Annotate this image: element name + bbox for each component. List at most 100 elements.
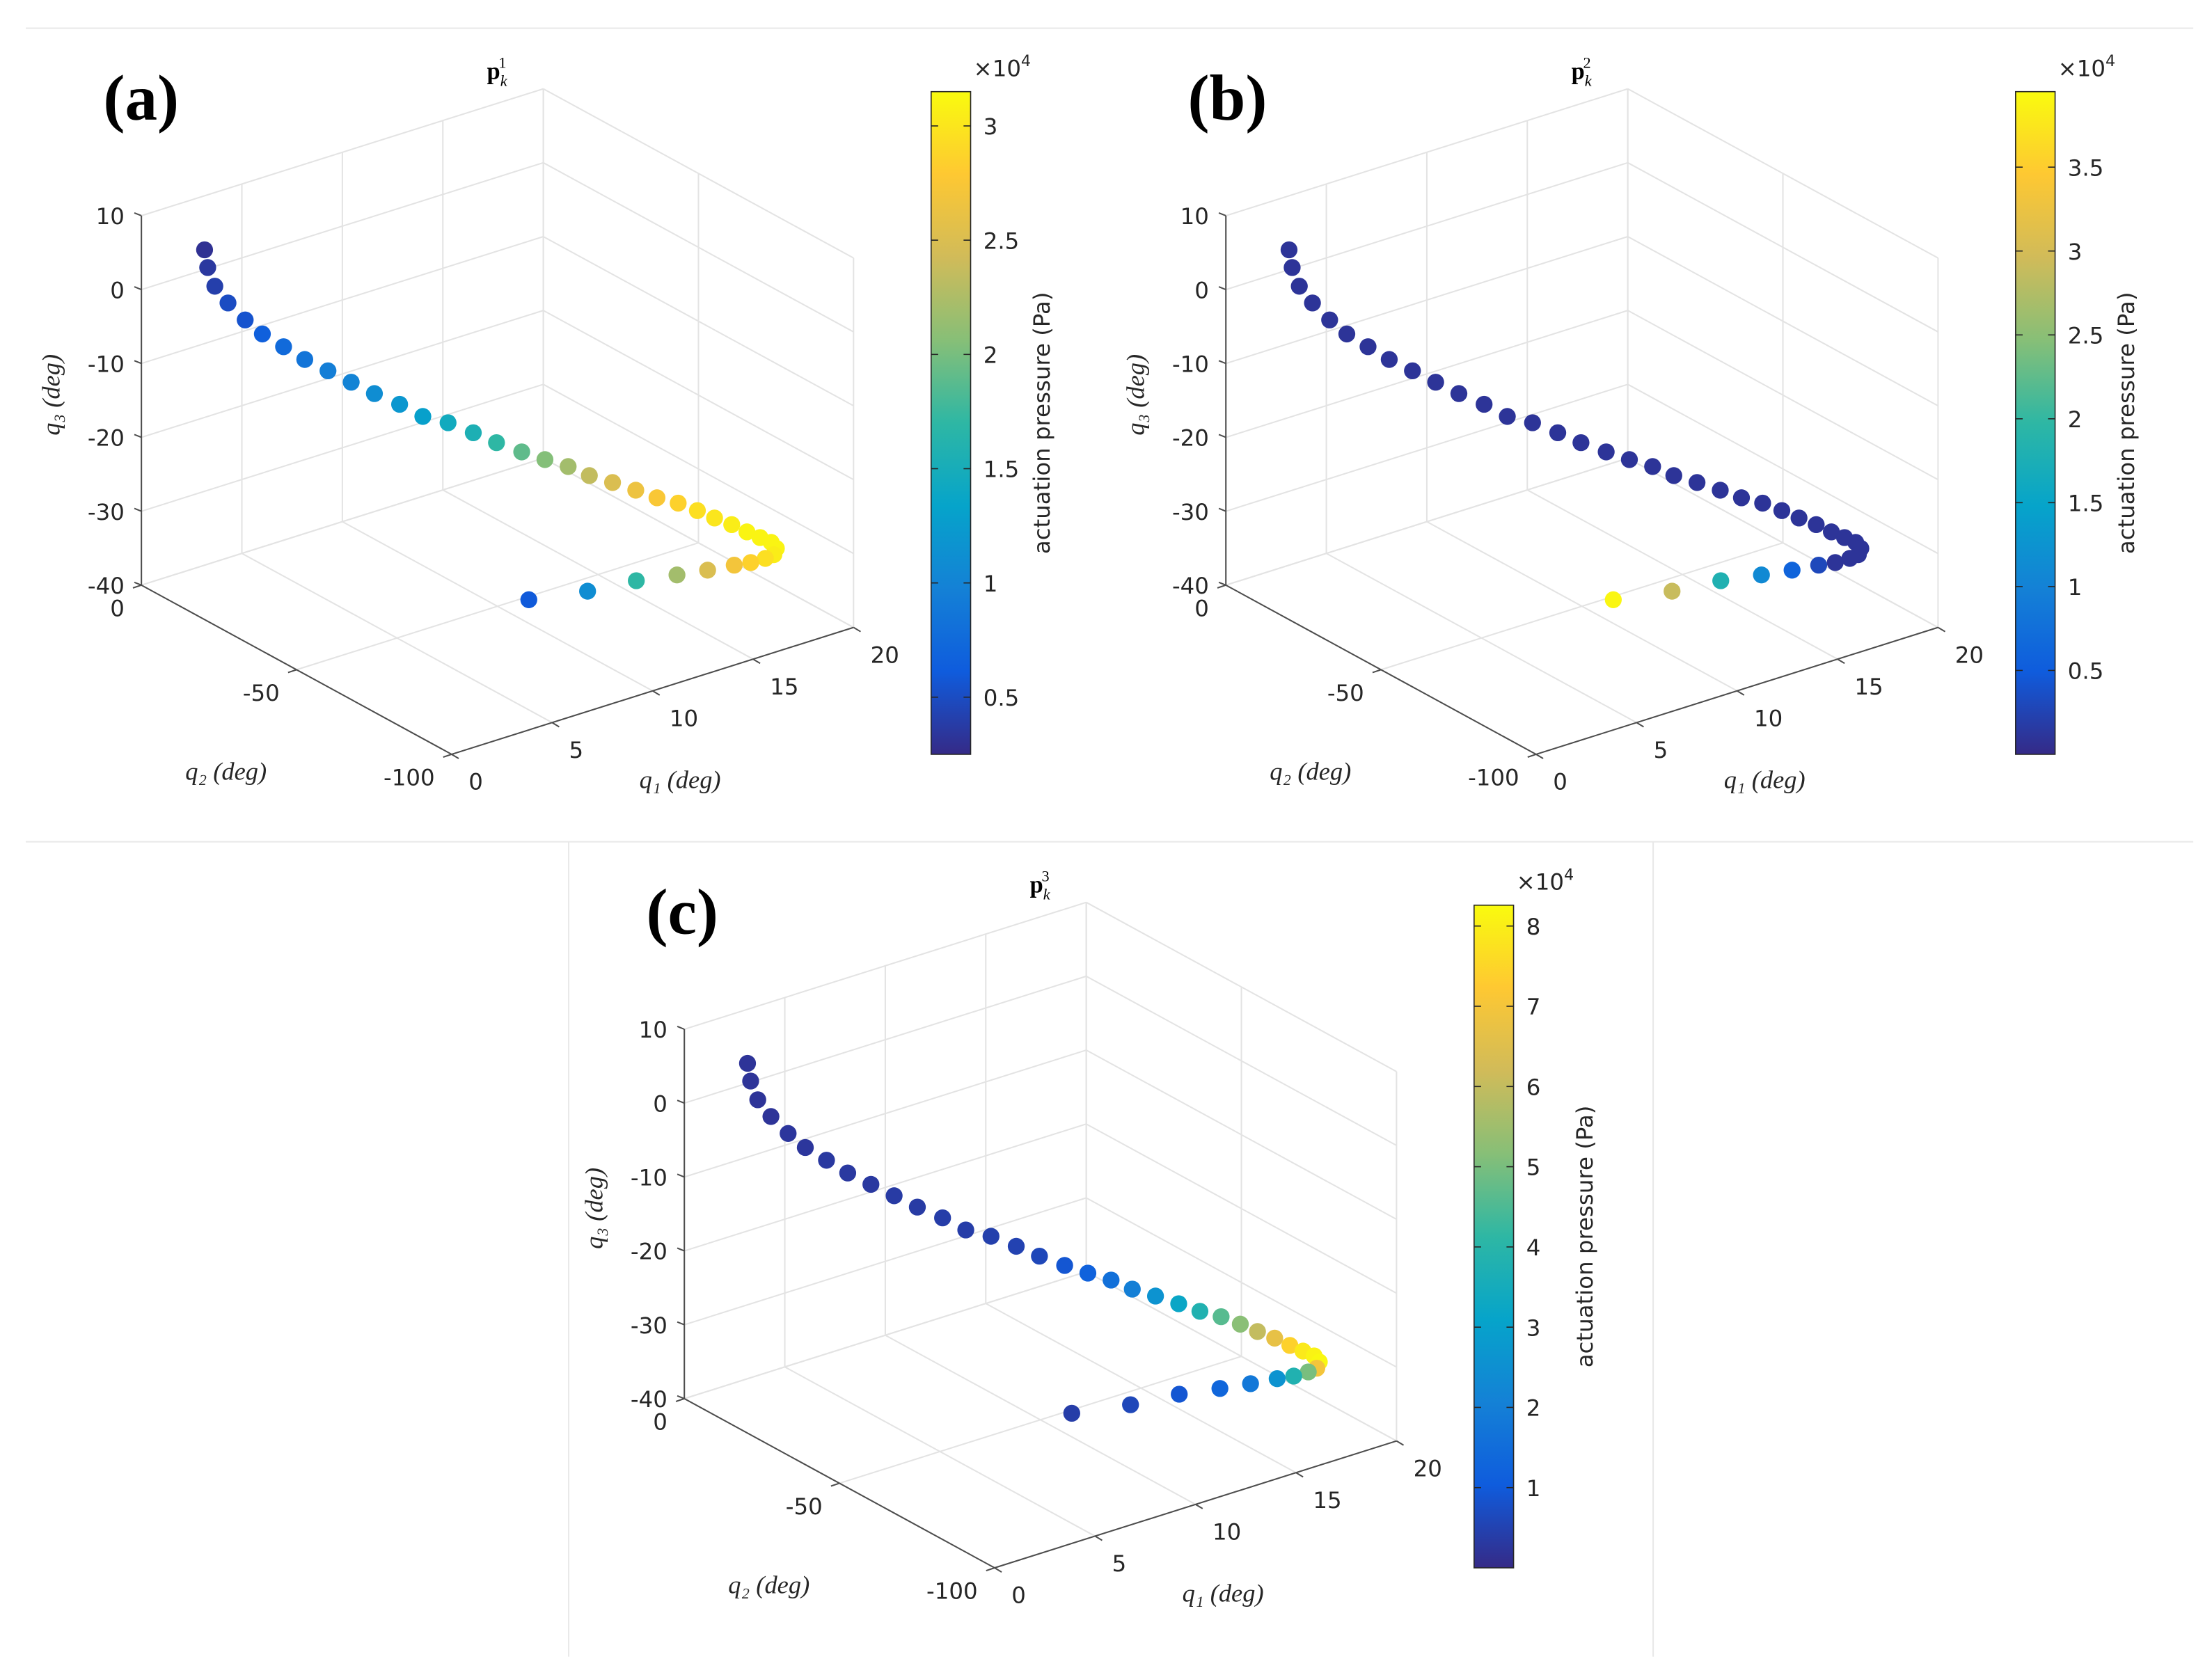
- scatter-point: [780, 1125, 797, 1142]
- scatter-point: [934, 1209, 951, 1227]
- y-tick-label: 0: [1194, 595, 1209, 621]
- colorbar: [2015, 90, 2056, 755]
- scatter-point: [1450, 385, 1468, 402]
- z-tick-label: -20: [631, 1239, 667, 1265]
- colorbar-tick-label: 2.5: [983, 228, 1020, 254]
- scatter-point: [1476, 395, 1493, 413]
- scatter-point: [1404, 362, 1421, 380]
- scatter-point: [1299, 1363, 1317, 1381]
- scatter-point: [1427, 374, 1444, 391]
- title-sup: 3: [1041, 867, 1049, 884]
- tick-mark: [134, 581, 142, 586]
- scatter-point: [1231, 1315, 1249, 1333]
- title-sub: k: [1585, 72, 1593, 90]
- x-axis-label: q₁ (deg): [640, 766, 721, 794]
- colorbar-tick-label: 2: [2068, 406, 2083, 433]
- tick-mark: [1218, 507, 1226, 512]
- scatter-point: [1841, 550, 1858, 567]
- scatter-point: [1823, 523, 1840, 541]
- title-sup: 1: [498, 54, 506, 71]
- z-tick-label: -10: [631, 1165, 667, 1191]
- grid-line: [1627, 383, 1938, 555]
- scatter-point: [1249, 1323, 1266, 1340]
- scatter-point: [1790, 509, 1808, 527]
- y-tick-label: -100: [926, 1578, 978, 1605]
- z-axis-label: q₃ (deg): [1122, 354, 1150, 436]
- scatter-point: [749, 1091, 766, 1109]
- grid-line: [1225, 236, 1628, 365]
- scatter-point: [1171, 1386, 1188, 1403]
- tick-mark: [752, 658, 761, 665]
- exponent-power: 4: [1564, 866, 1574, 884]
- grid-line: [543, 383, 854, 555]
- tick-mark: [451, 754, 459, 759]
- scatter-point: [603, 474, 622, 491]
- grid-line: [1086, 1123, 1397, 1294]
- colorbar-tick-label: 3.5: [2068, 154, 2104, 181]
- scatter-point: [206, 278, 223, 295]
- x-tick-label: 20: [871, 642, 899, 668]
- scatter-point: [237, 311, 254, 328]
- scatter-point: [253, 325, 271, 343]
- z-tick-label: -40: [1172, 573, 1209, 599]
- y-tick-label: -50: [786, 1493, 823, 1520]
- title-base: p: [1572, 58, 1585, 84]
- tick-mark: [1636, 722, 1644, 728]
- tick-mark: [1295, 1472, 1304, 1478]
- grid-line: [141, 88, 544, 216]
- y-axis-label: q₂ (deg): [1270, 757, 1351, 785]
- z-tick-label: 0: [1194, 277, 1209, 303]
- scatter-point: [1268, 1370, 1286, 1388]
- colorbar-tick-label: 0.5: [2068, 658, 2104, 685]
- colorbar-tick-label: 2: [1526, 1395, 1541, 1422]
- colorbar-exponent: ×104: [1517, 866, 1574, 895]
- scatter-point: [520, 591, 537, 608]
- y-tick-label: 0: [653, 1408, 667, 1435]
- scatter-point: [513, 443, 530, 461]
- grid-line: [1086, 975, 1397, 1146]
- scatter-point: [296, 351, 314, 368]
- grid-line: [684, 1123, 1087, 1252]
- z-tick-label: 10: [96, 203, 125, 230]
- x-axis-label: q₁ (deg): [1183, 1580, 1264, 1607]
- panel-label: (b): [1188, 63, 1267, 134]
- colorbar-tick-label: 5: [1526, 1154, 1541, 1181]
- y-tick-label: -100: [384, 765, 435, 791]
- scatter-point: [628, 572, 645, 589]
- scatter-point: [1321, 311, 1338, 328]
- x-tick-label: 20: [1414, 1455, 1442, 1482]
- colorbar-tick-label: 0.5: [983, 685, 1020, 711]
- exponent-power: 4: [1021, 52, 1031, 70]
- scatter-point: [1380, 351, 1398, 368]
- colorbar-tick-label: 3: [983, 113, 998, 140]
- scatter-point: [1031, 1247, 1048, 1265]
- grid-line: [684, 1049, 1087, 1178]
- tick-mark: [1195, 1503, 1203, 1509]
- tick-mark: [132, 584, 142, 589]
- tick-mark: [1217, 584, 1226, 589]
- y-tick-label: -50: [1327, 680, 1364, 706]
- scatter-point: [488, 434, 505, 452]
- x-tick-label: 15: [1313, 1487, 1341, 1514]
- scatter-point: [668, 566, 686, 584]
- tick-mark: [1372, 669, 1382, 674]
- x-tick-label: 0: [468, 769, 483, 795]
- scatter-point: [1753, 566, 1770, 584]
- scatter-point: [1664, 582, 1681, 600]
- grid-line: [1086, 1197, 1397, 1368]
- tick-mark: [443, 753, 452, 758]
- scatter-point: [579, 582, 597, 600]
- scatter-point: [1572, 434, 1590, 452]
- grid-line: [684, 901, 1087, 1031]
- scatter-point: [757, 550, 774, 567]
- x-axis-label: q₁ (deg): [1724, 766, 1806, 794]
- grid-line: [684, 1271, 1087, 1399]
- tick-mark: [677, 1321, 685, 1326]
- scatter-point: [1665, 467, 1682, 484]
- scatter-point: [1644, 458, 1661, 475]
- panel-label: (c): [646, 876, 718, 948]
- scatter-point: [742, 1072, 759, 1090]
- colorbar-tick-label: 2: [983, 342, 998, 368]
- title-base: p: [1030, 872, 1043, 898]
